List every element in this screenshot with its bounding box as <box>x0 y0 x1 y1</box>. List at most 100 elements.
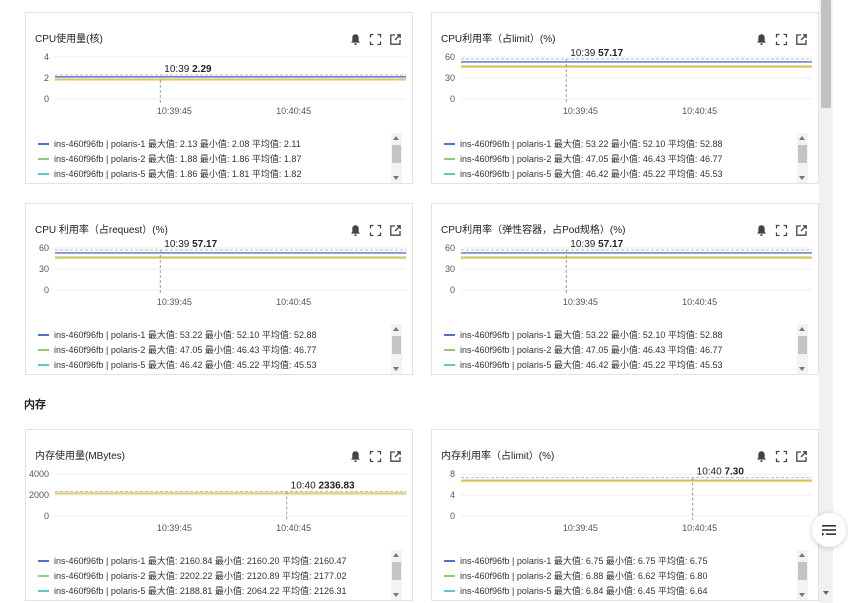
y-tick-label: 0 <box>44 94 49 104</box>
floating-menu-button[interactable] <box>812 513 846 547</box>
bell-icon[interactable] <box>755 33 768 46</box>
legend-swatch <box>444 574 455 577</box>
legend-item[interactable]: ins-460f96fb | polaris-1 最大值: 53.22 最小值:… <box>444 136 794 151</box>
expand-icon[interactable] <box>369 224 382 237</box>
y-tick-label: 4 <box>44 52 49 62</box>
legend-item[interactable]: ins-460f96fb | polaris-2 最大值: 47.05 最小值:… <box>444 151 794 166</box>
line-chart[interactable]: 60 30 0 10:39:45 10:40:45 10:39 57.17 <box>432 43 819 135</box>
x-tick-label: 10:39:45 <box>157 297 192 307</box>
scroll-up-icon[interactable] <box>799 553 805 557</box>
bell-icon[interactable] <box>349 224 362 237</box>
scroll-down-icon[interactable] <box>393 367 399 371</box>
tooltip-label: 10:39 2.29 <box>164 64 212 75</box>
external-link-icon[interactable] <box>795 450 808 463</box>
legend-item[interactable]: ins-460f96fb | polaris-2 最大值: 47.05 最小值:… <box>444 342 794 357</box>
tooltip-label: 10:39 57.17 <box>570 48 623 59</box>
scroll-thumb[interactable] <box>798 336 807 354</box>
scroll-up-icon[interactable] <box>799 136 805 140</box>
bell-icon[interactable] <box>349 450 362 463</box>
y-tick-label: 0 <box>450 285 455 295</box>
legend-item[interactable]: ins-460f96fb | polaris-5 最大值: 46.42 最小值:… <box>38 357 388 372</box>
legend-text: ins-460f96fb | polaris-1 最大值: 53.22 最小值:… <box>54 330 317 340</box>
legend-item[interactable]: ins-460f96fb | polaris-1 最大值: 2160.84 最小… <box>38 553 388 568</box>
line-chart[interactable]: 8 4 0 10:39:45 10:40:45 10:40 7.30 <box>432 460 819 552</box>
x-tick-label: 10:40:45 <box>276 297 311 307</box>
legend-swatch <box>38 333 49 336</box>
external-link-icon[interactable] <box>389 33 402 46</box>
legend-item[interactable]: ins-460f96fb | polaris-1 最大值: 53.22 最小值:… <box>38 327 388 342</box>
external-link-icon[interactable] <box>795 33 808 46</box>
external-link-icon[interactable] <box>389 224 402 237</box>
legend-swatch <box>444 363 455 366</box>
scroll-down-icon[interactable] <box>799 367 805 371</box>
legend-scrollbar[interactable] <box>391 133 402 183</box>
x-tick-label: 10:40:45 <box>276 106 311 116</box>
x-tick-label: 10:40:45 <box>276 523 311 533</box>
chart-panel-cpu-usage: CPU使用量(核) 4 2 0 10:39:45 10:40:45 10:39 2.29 … <box>25 12 413 184</box>
scroll-up-icon[interactable] <box>393 136 399 140</box>
legend-item[interactable]: ins-460f96fb | polaris-5 最大值: 46.42 最小值:… <box>444 357 794 372</box>
bell-icon[interactable] <box>755 224 768 237</box>
expand-icon[interactable] <box>369 33 382 46</box>
scroll-down-icon[interactable] <box>799 593 805 597</box>
external-link-icon[interactable] <box>795 224 808 237</box>
legend-swatch <box>38 559 49 562</box>
scroll-down-icon[interactable] <box>799 176 805 180</box>
expand-icon[interactable] <box>369 450 382 463</box>
chart-panel-cpu-request: CPU 利用率（占request）(%) 60 30 0 10:39:45 10:40:… <box>25 203 413 375</box>
legend-item[interactable]: ins-460f96fb | polaris-5 最大值: 6.84 最小值: … <box>444 583 794 598</box>
scroll-thumb[interactable] <box>798 562 807 580</box>
scroll-up-icon[interactable] <box>799 327 805 331</box>
scroll-thumb[interactable] <box>798 145 807 163</box>
bell-icon[interactable] <box>349 33 362 46</box>
panel-tools <box>349 224 402 237</box>
scroll-down-icon[interactable] <box>393 593 399 597</box>
legend-scrollbar[interactable] <box>797 133 808 183</box>
expand-icon[interactable] <box>775 224 788 237</box>
y-tick-label: 4000 <box>29 469 49 479</box>
legend-scrollbar[interactable] <box>391 324 402 374</box>
x-tick-label: 10:39:45 <box>563 297 598 307</box>
scroll-up-icon[interactable] <box>393 327 399 331</box>
legend-item[interactable]: ins-460f96fb | polaris-5 最大值: 1.86 最小值: … <box>38 166 388 181</box>
external-link-icon[interactable] <box>389 450 402 463</box>
legend-item[interactable]: ins-460f96fb | polaris-5 最大值: 2188.81 最小… <box>38 583 388 598</box>
page-scroll-down-icon[interactable] <box>823 591 829 595</box>
legend-swatch <box>444 172 455 175</box>
chart-panel-cpu-limit: CPU利用率（占limit）(%) 60 30 0 10:39:45 10:40:45 1… <box>431 12 819 184</box>
legend-item[interactable]: ins-460f96fb | polaris-2 最大值: 47.05 最小值:… <box>38 342 388 357</box>
bell-icon[interactable] <box>755 450 768 463</box>
page-scroll-thumb[interactable] <box>821 0 831 108</box>
legend-swatch <box>38 157 49 160</box>
panel-tools <box>755 450 808 463</box>
legend-item[interactable]: ins-460f96fb | polaris-5 最大值: 46.42 最小值:… <box>444 166 794 181</box>
scroll-thumb[interactable] <box>392 336 401 354</box>
x-tick-label: 10:39:45 <box>157 106 192 116</box>
scroll-thumb[interactable] <box>392 562 401 580</box>
line-chart[interactable]: 4000 2000 0 10:39:45 10:40:45 10:40 2336.83 <box>26 460 413 552</box>
tooltip-label: 10:39 57.17 <box>164 239 217 250</box>
legend-item[interactable]: ins-460f96fb | polaris-2 最大值: 1.88 最小值: … <box>38 151 388 166</box>
legend-item[interactable]: ins-460f96fb | polaris-1 最大值: 53.22 最小值:… <box>444 327 794 342</box>
legend-scrollbar[interactable] <box>797 324 808 374</box>
legend-scrollbar[interactable] <box>797 550 808 600</box>
legend-text: ins-460f96fb | polaris-2 最大值: 6.88 最小值: … <box>460 571 708 581</box>
legend-item[interactable]: ins-460f96fb | polaris-1 最大值: 6.75 最小值: … <box>444 553 794 568</box>
x-tick-label: 10:39:45 <box>157 523 192 533</box>
legend-text: ins-460f96fb | polaris-2 最大值: 47.05 最小值:… <box>54 345 317 355</box>
legend-item[interactable]: ins-460f96fb | polaris-2 最大值: 2202.22 最小… <box>38 568 388 583</box>
scroll-thumb[interactable] <box>392 145 401 163</box>
legend-item[interactable]: ins-460f96fb | polaris-2 最大值: 6.88 最小值: … <box>444 568 794 583</box>
legend-scrollbar[interactable] <box>391 550 402 600</box>
panel-title: 内存利用率（占limit）(%) <box>441 451 555 462</box>
expand-icon[interactable] <box>775 33 788 46</box>
scroll-up-icon[interactable] <box>393 553 399 557</box>
expand-icon[interactable] <box>775 450 788 463</box>
panel-title: CPU 利用率（占request）(%) <box>35 225 168 236</box>
line-chart[interactable]: 60 30 0 10:39:45 10:40:45 10:39 57.17 <box>432 234 819 326</box>
scroll-down-icon[interactable] <box>393 176 399 180</box>
line-chart[interactable]: 60 30 0 10:39:45 10:40:45 10:39 57.17 <box>26 234 413 326</box>
legend-item[interactable]: ins-460f96fb | polaris-1 最大值: 2.13 最小值: … <box>38 136 388 151</box>
line-chart[interactable]: 4 2 0 10:39:45 10:40:45 10:39 2.29 <box>26 43 413 135</box>
page-scrollbar[interactable] <box>819 0 833 603</box>
